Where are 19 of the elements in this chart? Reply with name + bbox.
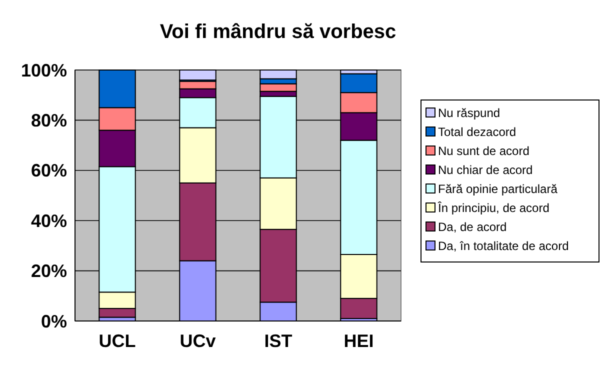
y-tick-label: 0% [40,311,67,332]
legend-label: Nu chiar de acord [438,163,533,178]
x-tick-label: IST [264,331,292,351]
legend-label: Da, în totalitate de acord [438,239,569,254]
legend-label: În principiu, de acord [437,201,550,216]
y-tick-label: 40% [30,210,67,231]
y-tick-label: 100% [20,60,67,80]
y-tick-label: 20% [30,261,67,282]
y-tick-label: 60% [30,160,67,181]
legend-label: Nu sunt de acord [438,144,530,158]
legend-label: Fără opinie particulară [438,182,558,196]
y-tick-label: 80% [30,110,67,130]
x-tick-label: UCv [180,331,216,351]
legend-label: Nu răspund [438,106,500,120]
x-tick-label: UCL [98,331,136,351]
x-tick-label: HEI [344,331,374,351]
legend-label: Total dezacord [438,125,516,140]
legend-label: Da, de acord [438,220,507,234]
chart-title: Voi fi mândru să vorbesc [160,21,396,43]
